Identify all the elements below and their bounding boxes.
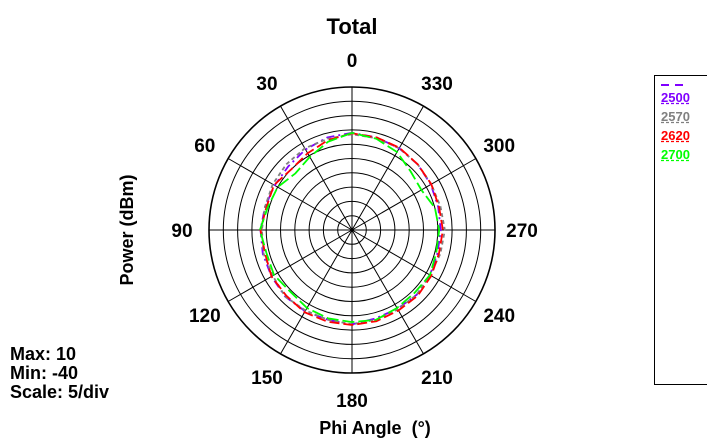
series-layer (258, 131, 446, 326)
grid-spoke (351, 158, 477, 231)
angle-axis-label: Phi Angle (°) (319, 418, 431, 438)
stats-block: Max: 10 Min: -40 Scale: 5/div (10, 345, 109, 402)
legend-label: 2500 (661, 90, 690, 105)
grid-spoke (227, 229, 353, 302)
legend-label: 2620 (661, 128, 690, 143)
legend: 2500 2570 2620 2700 (654, 75, 707, 385)
stat-min: Min: -40 (10, 363, 79, 383)
angle-tick-label: 210 (421, 368, 453, 389)
angle-tick-labels: 0 30 60 90 120 150 180 210 240 270 300 330 (171, 51, 537, 412)
angle-tick-label: 300 (483, 136, 515, 157)
angle-tick-label: 120 (189, 306, 221, 327)
angle-tick-label: 0 (347, 51, 358, 72)
legend-label: 2700 (661, 147, 690, 162)
grid-spoke (280, 105, 353, 231)
series-line-2700 (258, 131, 441, 324)
series-line-2620 (259, 132, 444, 326)
grid-spoke (351, 229, 424, 355)
legend-entry-2700: 2700 (655, 145, 707, 164)
angle-tick-label: 150 (251, 368, 283, 389)
legend-entry-2620: 2620 (655, 126, 707, 145)
stat-max: Max: 10 (10, 344, 77, 364)
legend-dash-marker (655, 76, 707, 88)
angle-tick-label: 60 (194, 136, 215, 157)
chart-title: Total (327, 14, 378, 39)
legend-label: 2570 (661, 109, 690, 124)
radial-axis-label: Power (dBm) (117, 174, 137, 285)
legend-dash (661, 83, 669, 86)
angle-tick-label: 30 (256, 74, 277, 95)
legend-dash (675, 83, 683, 86)
angle-tick-label: 330 (421, 74, 453, 95)
grid-spoke (227, 158, 353, 231)
angle-tick-label: 180 (336, 391, 368, 412)
legend-entry-2500: 2500 (655, 88, 707, 107)
angle-tick-label: 240 (483, 306, 515, 327)
grid-spoke (351, 229, 477, 302)
legend-entry-2570: 2570 (655, 107, 707, 126)
stat-scale: Scale: 5/div (10, 382, 110, 402)
angle-tick-label: 270 (506, 221, 538, 242)
polar-grid (208, 86, 496, 374)
angle-tick-label: 90 (171, 221, 192, 242)
grid-spoke (280, 229, 353, 355)
grid-spoke (351, 105, 424, 231)
